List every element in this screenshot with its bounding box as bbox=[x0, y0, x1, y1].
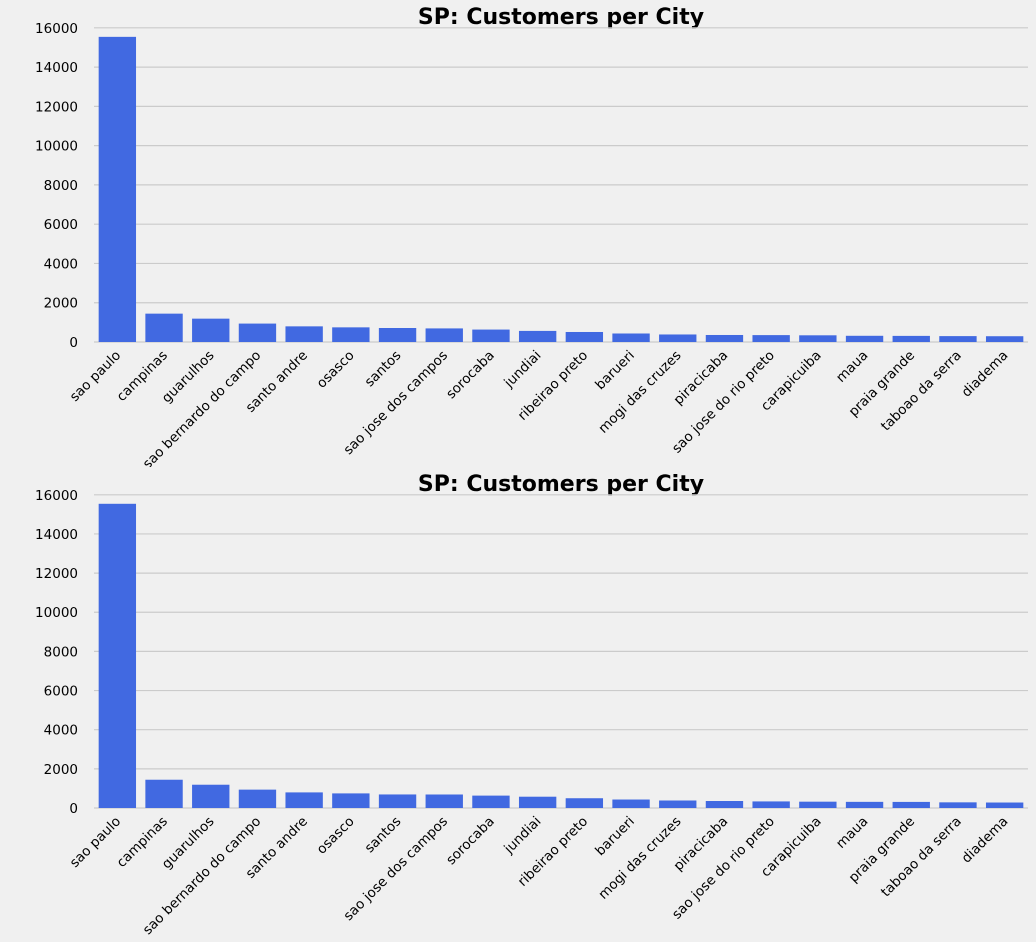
y-tick-label: 8000 bbox=[44, 178, 78, 194]
y-tick-label: 2000 bbox=[44, 296, 78, 312]
x-tick-label: mogi das cruzes bbox=[595, 348, 684, 437]
bar bbox=[985, 802, 1024, 808]
x-tick-label: sorocaba bbox=[443, 814, 498, 869]
bar bbox=[425, 794, 463, 808]
bar bbox=[659, 334, 697, 342]
x-tick-label: diadema bbox=[959, 348, 1012, 401]
x-tick-label: maua bbox=[833, 814, 871, 852]
bar bbox=[565, 331, 604, 342]
y-tick-label: 12000 bbox=[35, 566, 78, 582]
bar bbox=[472, 329, 510, 342]
bar bbox=[752, 801, 790, 808]
bar bbox=[705, 334, 744, 342]
chart-title: SP: Customers per City bbox=[418, 5, 704, 30]
y-tick-label: 10000 bbox=[35, 605, 78, 621]
bar bbox=[985, 336, 1024, 342]
bar bbox=[332, 327, 370, 342]
y-tick-label: 12000 bbox=[35, 99, 78, 115]
y-tick-label: 0 bbox=[69, 801, 78, 817]
x-tick-label: osasco bbox=[314, 348, 358, 392]
x-tick-label: santos bbox=[362, 814, 405, 857]
x-tick-label: jundiai bbox=[500, 814, 544, 858]
bar bbox=[145, 313, 183, 342]
x-tick-label: taboao da serra bbox=[878, 814, 965, 901]
y-tick-label: 8000 bbox=[44, 644, 78, 660]
x-tick-label: taboao da serra bbox=[878, 348, 965, 435]
bar bbox=[939, 802, 977, 808]
bar bbox=[98, 36, 137, 342]
x-tick-label: maua bbox=[833, 348, 871, 386]
bar bbox=[332, 793, 370, 808]
bar bbox=[378, 794, 417, 808]
bar bbox=[939, 336, 977, 342]
bar bbox=[285, 792, 323, 808]
y-tick-label: 10000 bbox=[35, 139, 78, 155]
bar bbox=[752, 335, 790, 342]
bar bbox=[285, 326, 323, 342]
bar bbox=[238, 789, 277, 808]
bar bbox=[845, 335, 884, 342]
bar bbox=[145, 779, 183, 808]
bar bbox=[192, 784, 230, 808]
chart-title: SP: Customers per City bbox=[418, 472, 704, 497]
bar bbox=[472, 795, 510, 808]
y-tick-label: 16000 bbox=[35, 488, 78, 504]
bar bbox=[705, 801, 744, 808]
x-tick-label: santos bbox=[362, 348, 405, 391]
y-tick-label: 4000 bbox=[44, 723, 78, 739]
chart-bottom: SP: Customers per City 0 2000 4000 6000 8000 1… bbox=[35, 472, 1028, 938]
y-tick-label: 4000 bbox=[44, 256, 78, 272]
x-tick-label: diadema bbox=[959, 814, 1012, 867]
x-tick-label: mogi das cruzes bbox=[595, 814, 684, 903]
x-tick-label: barueri bbox=[592, 814, 638, 860]
bar bbox=[518, 330, 557, 342]
bar bbox=[612, 333, 650, 342]
bar bbox=[892, 335, 930, 342]
bar bbox=[518, 796, 557, 808]
chart-top: SP: Customers per City 0 2000 4000 6000 8000 1… bbox=[35, 5, 1028, 467]
bar bbox=[612, 799, 650, 808]
x-tick-label: jundiai bbox=[500, 348, 544, 392]
bar bbox=[845, 801, 884, 808]
bar bbox=[192, 318, 230, 342]
bar bbox=[98, 503, 137, 808]
bar bbox=[425, 328, 463, 342]
y-tick-label: 14000 bbox=[35, 527, 78, 543]
bar bbox=[799, 335, 837, 342]
bar bbox=[565, 798, 604, 808]
y-tick-label: 14000 bbox=[35, 60, 78, 76]
bar bbox=[659, 800, 697, 808]
y-tick-label: 0 bbox=[69, 335, 78, 351]
x-tick-label: barueri bbox=[592, 348, 638, 394]
bar bbox=[892, 801, 930, 808]
bar bbox=[799, 801, 837, 808]
y-tick-label: 6000 bbox=[44, 217, 78, 233]
y-tick-label: 2000 bbox=[44, 762, 78, 778]
x-tick-label: osasco bbox=[314, 814, 358, 858]
bar bbox=[238, 323, 277, 342]
y-tick-label: 16000 bbox=[35, 21, 78, 37]
y-tick-label: 6000 bbox=[44, 684, 78, 700]
x-tick-label: sorocaba bbox=[443, 348, 498, 403]
bar bbox=[378, 327, 417, 342]
